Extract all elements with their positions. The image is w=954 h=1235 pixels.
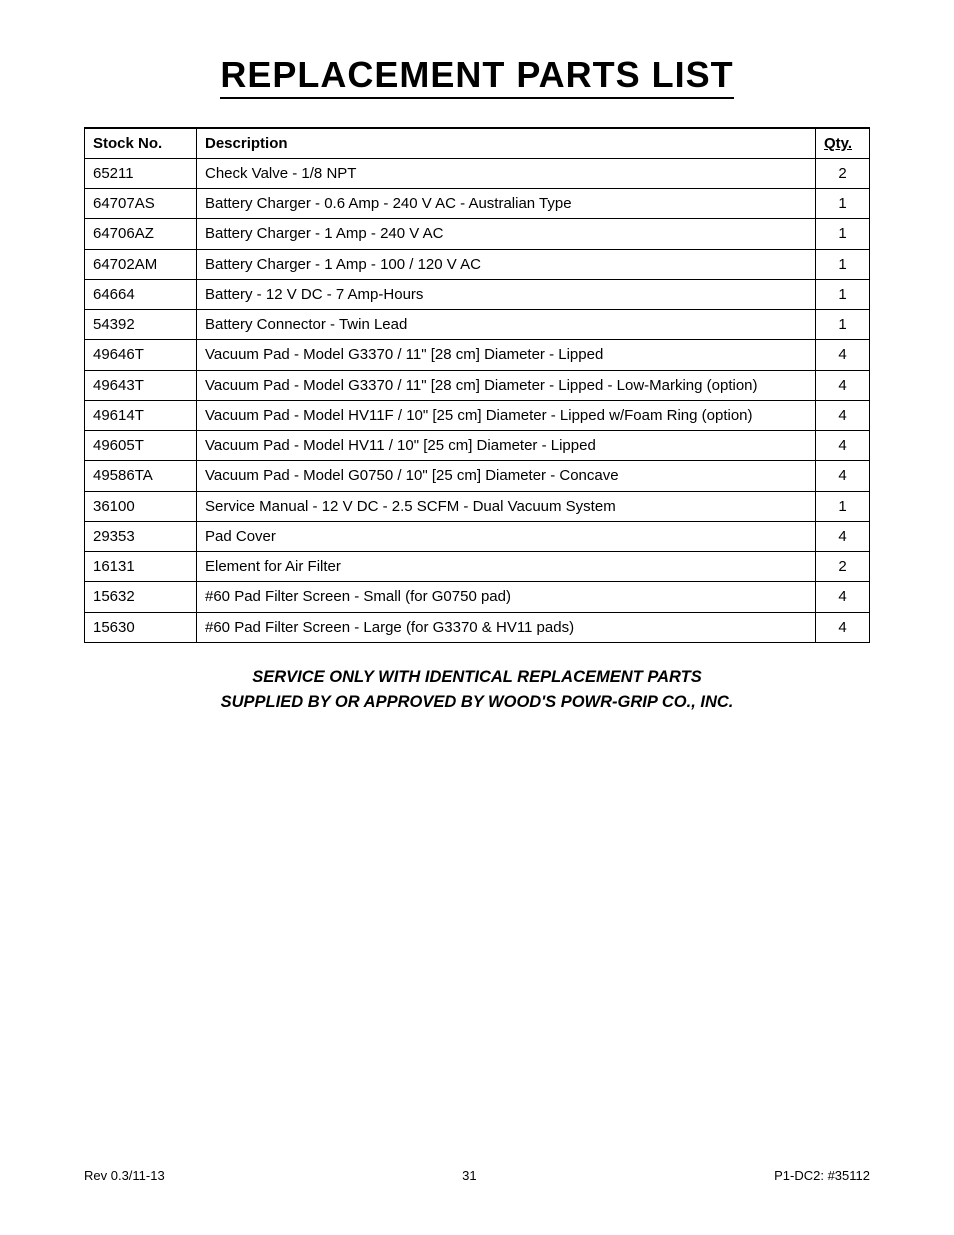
table-row: 49646TVacuum Pad - Model G3370 / 11" [28… (85, 340, 870, 370)
cell-description: Pad Cover (197, 521, 816, 551)
cell-stock: 49614T (85, 400, 197, 430)
table-row: 29353Pad Cover4 (85, 521, 870, 551)
col-header-qty: Qty. (816, 128, 870, 159)
cell-qty: 2 (816, 552, 870, 582)
col-header-stock: Stock No. (85, 128, 197, 159)
cell-stock: 49646T (85, 340, 197, 370)
cell-qty: 4 (816, 400, 870, 430)
cell-description: Vacuum Pad - Model G3370 / 11" [28 cm] D… (197, 370, 816, 400)
table-row: 36100Service Manual - 12 V DC - 2.5 SCFM… (85, 491, 870, 521)
table-row: 49614TVacuum Pad - Model HV11F / 10" [25… (85, 400, 870, 430)
cell-qty: 1 (816, 491, 870, 521)
table-row: 64702AMBattery Charger - 1 Amp - 100 / 1… (85, 249, 870, 279)
table-row: 64664Battery - 12 V DC - 7 Amp-Hours1 (85, 279, 870, 309)
cell-qty: 4 (816, 461, 870, 491)
cell-description: #60 Pad Filter Screen - Large (for G3370… (197, 612, 816, 642)
cell-stock: 15632 (85, 582, 197, 612)
cell-qty: 1 (816, 279, 870, 309)
page-footer: Rev 0.3/11-13 31 P1-DC2: #35112 (84, 1168, 870, 1183)
cell-description: Battery Charger - 0.6 Amp - 240 V AC - A… (197, 189, 816, 219)
cell-stock: 54392 (85, 310, 197, 340)
footer-right: P1-DC2: #35112 (774, 1168, 870, 1183)
cell-description: #60 Pad Filter Screen - Small (for G0750… (197, 582, 816, 612)
cell-description: Service Manual - 12 V DC - 2.5 SCFM - Du… (197, 491, 816, 521)
footer-left: Rev 0.3/11-13 (84, 1168, 165, 1183)
cell-stock: 49605T (85, 431, 197, 461)
table-row: 15632#60 Pad Filter Screen - Small (for … (85, 582, 870, 612)
table-row: 49586TAVacuum Pad - Model G0750 / 10" [2… (85, 461, 870, 491)
cell-description: Vacuum Pad - Model G3370 / 11" [28 cm] D… (197, 340, 816, 370)
notice-line-1: SERVICE ONLY WITH IDENTICAL REPLACEMENT … (84, 665, 870, 691)
cell-qty: 1 (816, 189, 870, 219)
cell-qty: 2 (816, 158, 870, 188)
table-row: 49605TVacuum Pad - Model HV11 / 10" [25 … (85, 431, 870, 461)
cell-stock: 64706AZ (85, 219, 197, 249)
cell-qty: 1 (816, 219, 870, 249)
cell-description: Battery Charger - 1 Amp - 240 V AC (197, 219, 816, 249)
col-header-desc: Description (197, 128, 816, 159)
notice-line-2: SUPPLIED BY OR APPROVED BY WOOD'S POWR-G… (84, 690, 870, 716)
cell-qty: 4 (816, 521, 870, 551)
cell-qty: 1 (816, 310, 870, 340)
cell-qty: 4 (816, 431, 870, 461)
cell-stock: 49586TA (85, 461, 197, 491)
cell-description: Battery Connector - Twin Lead (197, 310, 816, 340)
cell-stock: 65211 (85, 158, 197, 188)
cell-description: Battery - 12 V DC - 7 Amp-Hours (197, 279, 816, 309)
table-row: 64706AZBattery Charger - 1 Amp - 240 V A… (85, 219, 870, 249)
cell-stock: 64707AS (85, 189, 197, 219)
page-title: REPLACEMENT PARTS LIST (220, 55, 733, 99)
cell-stock: 29353 (85, 521, 197, 551)
cell-qty: 4 (816, 340, 870, 370)
cell-stock: 64664 (85, 279, 197, 309)
service-notice: SERVICE ONLY WITH IDENTICAL REPLACEMENT … (84, 665, 870, 716)
parts-table: Stock No. Description Qty. 65211Check Va… (84, 127, 870, 643)
table-row: 54392Battery Connector - Twin Lead1 (85, 310, 870, 340)
table-row: 65211Check Valve - 1/8 NPT2 (85, 158, 870, 188)
table-header-row: Stock No. Description Qty. (85, 128, 870, 159)
cell-description: Vacuum Pad - Model G0750 / 10" [25 cm] D… (197, 461, 816, 491)
cell-description: Vacuum Pad - Model HV11 / 10" [25 cm] Di… (197, 431, 816, 461)
cell-qty: 4 (816, 612, 870, 642)
cell-description: Battery Charger - 1 Amp - 100 / 120 V AC (197, 249, 816, 279)
table-row: 15630#60 Pad Filter Screen - Large (for … (85, 612, 870, 642)
cell-stock: 49643T (85, 370, 197, 400)
table-row: 16131Element for Air Filter2 (85, 552, 870, 582)
cell-qty: 1 (816, 249, 870, 279)
table-row: 49643TVacuum Pad - Model G3370 / 11" [28… (85, 370, 870, 400)
cell-stock: 36100 (85, 491, 197, 521)
cell-description: Element for Air Filter (197, 552, 816, 582)
table-row: 64707ASBattery Charger - 0.6 Amp - 240 V… (85, 189, 870, 219)
cell-stock: 16131 (85, 552, 197, 582)
cell-qty: 4 (816, 582, 870, 612)
cell-description: Vacuum Pad - Model HV11F / 10" [25 cm] D… (197, 400, 816, 430)
footer-center: 31 (462, 1168, 476, 1183)
cell-description: Check Valve - 1/8 NPT (197, 158, 816, 188)
cell-qty: 4 (816, 370, 870, 400)
cell-stock: 64702AM (85, 249, 197, 279)
cell-stock: 15630 (85, 612, 197, 642)
